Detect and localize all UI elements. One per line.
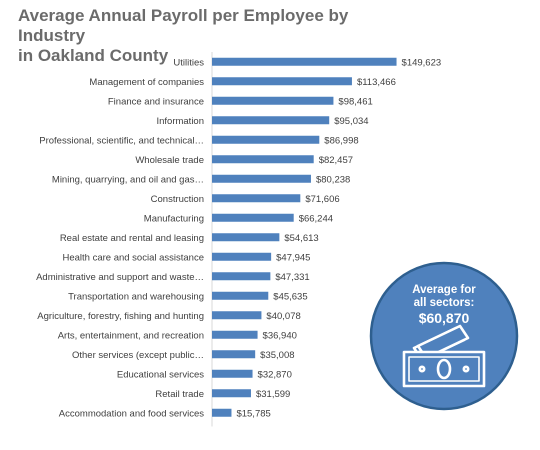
bar [212,272,271,281]
category-label: Utilities [173,57,204,68]
data-label: $71,606 [305,194,339,205]
bar [212,96,334,105]
bar [212,350,256,359]
data-label: $95,034 [334,116,368,127]
data-label: $113,466 [357,77,396,88]
data-label: $31,599 [256,389,290,400]
bar [212,369,253,378]
bar [212,116,330,125]
badge-text: Average for all sectors: $60,870 [368,284,520,325]
category-label: Real estate and rental and leasing [60,233,204,244]
data-label: $47,331 [275,272,309,283]
data-label: $15,785 [236,408,270,419]
bar [212,155,314,164]
badge-value: $60,870 [418,310,470,326]
data-label: $149,623 [402,57,442,68]
bar [212,233,280,242]
bar [212,174,311,183]
data-label: $45,635 [273,291,307,302]
category-label: Health care and social assistance [62,252,204,263]
chart-title: Average Annual Payroll per Employee by I… [18,6,418,66]
category-label: Manufacturing [144,213,204,224]
category-label: Administrative and support and waste… [36,272,204,283]
data-label: $36,940 [263,330,297,341]
category-label: Wholesale trade [135,155,204,166]
title-line-2: in Oakland County [18,46,169,65]
category-label: Educational services [117,369,204,380]
category-label: Transportation and warehousing [68,291,204,302]
data-label: $86,998 [324,135,358,146]
data-label: $80,238 [316,174,350,185]
bar [212,135,320,144]
badge-line-2: all sectors: [413,297,475,309]
bar [212,57,397,66]
data-label: $40,078 [266,311,300,322]
data-label: $47,945 [276,252,310,263]
category-label: Finance and insurance [108,96,204,107]
bar [212,77,352,86]
category-label: Professional, scientific, and technical… [39,135,204,146]
bar [212,291,269,300]
bar [212,389,251,398]
badge-line-1: Average for [412,284,476,296]
average-badge [369,261,519,411]
data-label: $32,870 [258,369,292,380]
bar [212,194,301,203]
bar [212,213,294,222]
bar [212,408,232,417]
category-label: Mining, quarrying, and oil and gas… [52,174,204,185]
category-label: Agriculture, forestry, fishing and hunti… [37,311,204,322]
data-label: $66,244 [299,213,333,224]
category-label: Other services (except public… [72,350,204,361]
data-label: $98,461 [338,96,372,107]
bar [212,330,258,339]
data-label: $82,457 [319,155,353,166]
category-label: Accommodation and food services [59,408,204,419]
bar [212,252,272,261]
data-label: $54,613 [284,233,318,244]
data-label: $35,008 [260,350,294,361]
title-line-1: Average Annual Payroll per Employee by I… [18,6,349,45]
category-label: Information [156,116,204,127]
category-label: Management of companies [89,77,204,88]
money-bills-icon [402,324,486,388]
category-label: Arts, entertainment, and recreation [58,330,204,341]
category-label: Construction [151,194,204,205]
bar [212,311,262,320]
category-label: Retail trade [155,389,204,400]
